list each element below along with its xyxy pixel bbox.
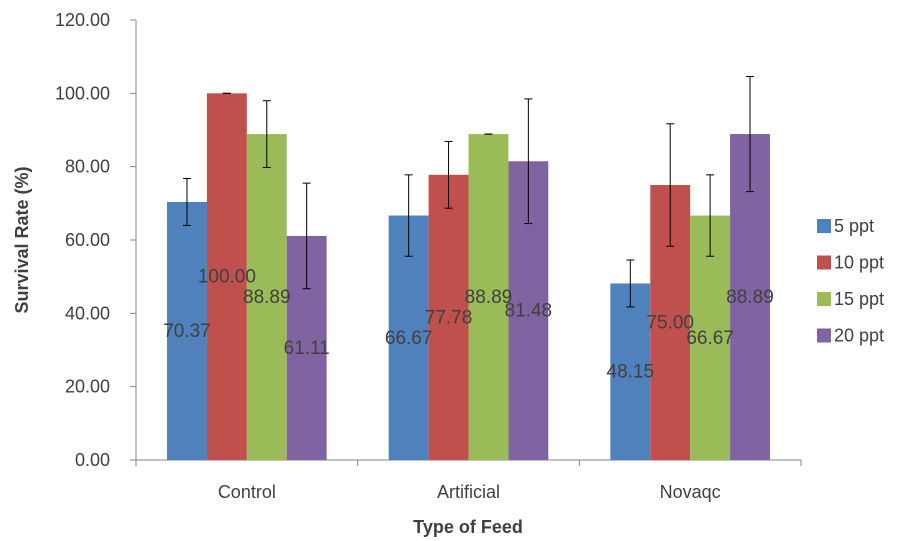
data-label: 48.15	[607, 362, 655, 383]
bar	[468, 134, 509, 460]
bar	[206, 93, 247, 460]
y-tick-label: 40.00	[65, 303, 110, 323]
bar	[610, 283, 651, 460]
legend-swatch	[817, 292, 831, 306]
error-bars	[182, 76, 755, 308]
x-ticks: Control Artificial Novaqc	[135, 460, 802, 502]
bar	[428, 174, 469, 460]
data-label: 81.48	[505, 301, 553, 322]
legend-label: 5 ppt	[834, 216, 874, 236]
x-category-label: Control	[218, 482, 276, 502]
y-axis-title: Survival Rate (%)	[12, 166, 32, 313]
bars	[167, 93, 770, 461]
data-label: 100.00	[198, 267, 256, 288]
y-tick-label: 80.00	[65, 157, 110, 177]
data-label: 75.00	[646, 313, 694, 334]
legend: 5 ppt 10 ppt 15 ppt 20 ppt	[817, 216, 884, 346]
y-tick-label: 100.00	[55, 83, 110, 103]
data-labels: 70.37 66.67 48.15 100.00 77.78 75.00 88.89 88.8…	[163, 267, 774, 383]
legend-swatch	[817, 219, 831, 233]
x-category-label: Artificial	[437, 482, 500, 502]
y-tick-label: 0.00	[75, 450, 110, 470]
data-label: 88.89	[465, 287, 513, 308]
data-label: 66.67	[385, 328, 433, 349]
bar	[167, 201, 207, 460]
y-tick-label: 20.00	[65, 377, 110, 397]
data-label: 88.89	[243, 287, 291, 308]
y-tick-label: 60.00	[65, 230, 110, 250]
x-category-label: Novaqc	[660, 482, 721, 502]
legend-swatch	[817, 255, 831, 270]
legend-label: 20 ppt	[834, 326, 884, 346]
data-label: 61.11	[284, 338, 330, 359]
data-label: 66.67	[686, 328, 734, 349]
x-axis-title: Type of Feed	[413, 517, 523, 537]
data-label: 88.89	[726, 287, 774, 308]
legend-swatch	[817, 328, 831, 343]
data-label: 77.78	[425, 307, 473, 328]
legend-label: 10 ppt	[834, 253, 884, 273]
bar	[246, 134, 287, 460]
y-tick-label: 120.00	[55, 10, 110, 30]
y-ticks: 0.00 20.00 40.00 60.00 80.00 100.00 120.00	[55, 10, 136, 470]
data-label: 70.37	[163, 321, 211, 342]
legend-label: 15 ppt	[834, 289, 884, 309]
